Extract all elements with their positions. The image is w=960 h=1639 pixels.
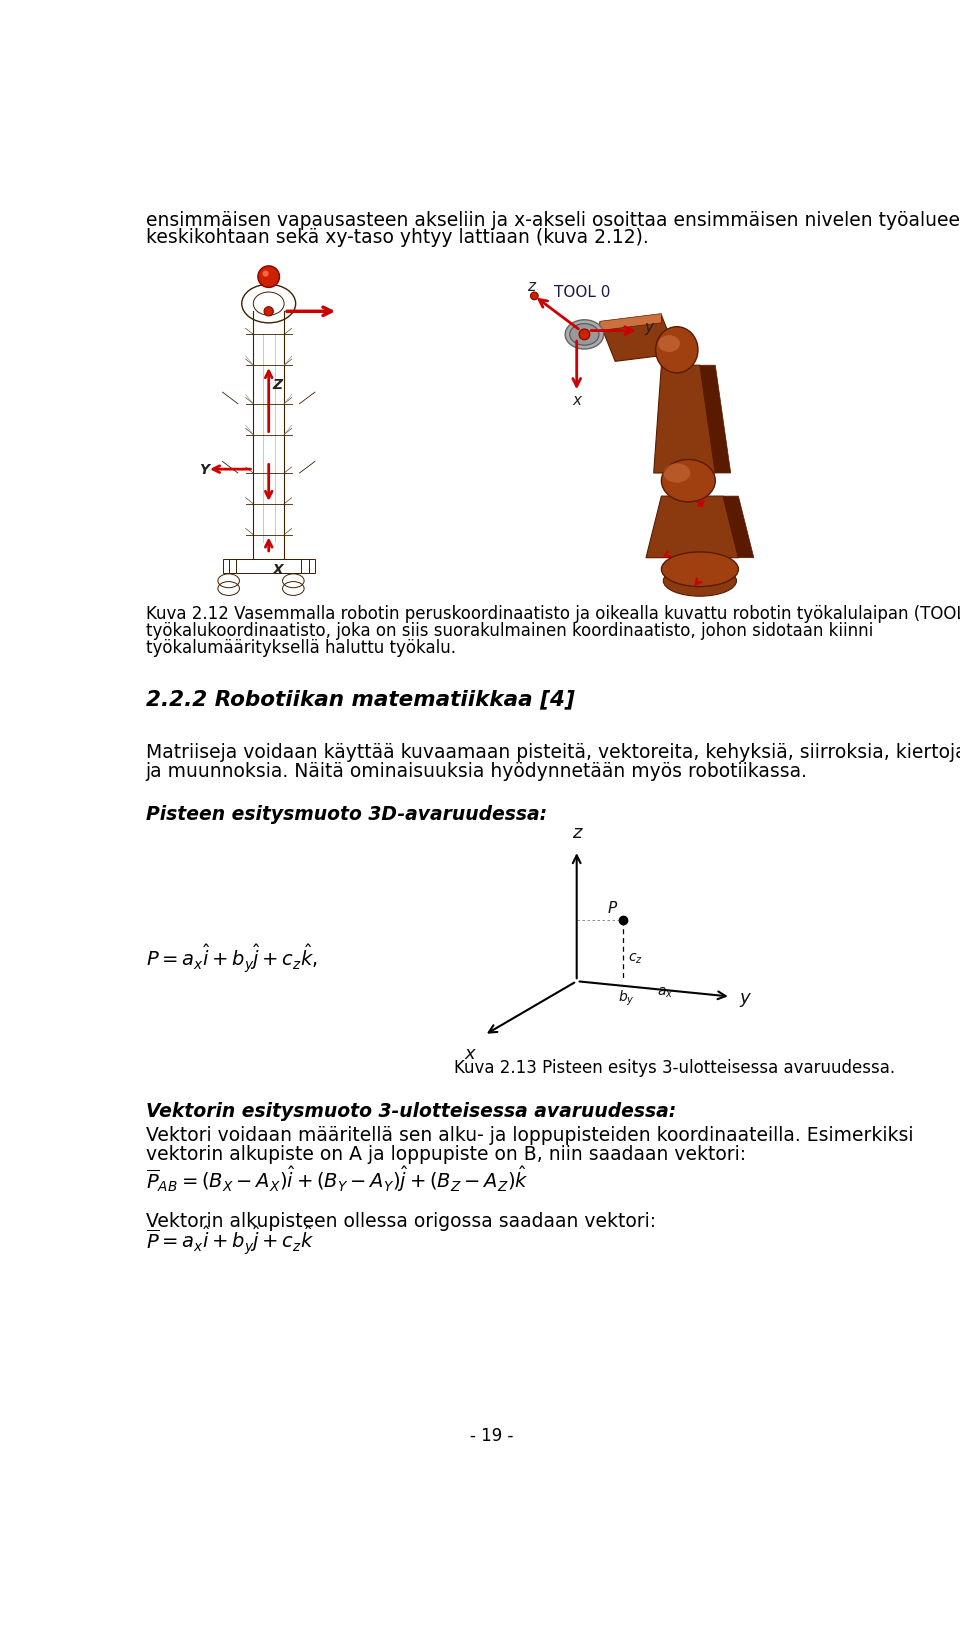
Text: Vektori voidaan määritellä sen alku- ja loppupisteiden koordinaateilla. Esimerki: Vektori voidaan määritellä sen alku- ja … (146, 1126, 913, 1144)
Text: 2.2.2 Robotiikan matematiikkaa [4]: 2.2.2 Robotiikan matematiikkaa [4] (146, 688, 574, 710)
Ellipse shape (565, 321, 604, 349)
Circle shape (262, 272, 269, 277)
Text: x: x (572, 392, 581, 408)
Text: työkalumäärityksellä haluttu työkalu.: työkalumäärityksellä haluttu työkalu. (146, 638, 455, 656)
Polygon shape (646, 497, 738, 559)
Text: $\overline{P} = a_x\hat{i} + b_y\hat{j} + c_z\hat{k}$: $\overline{P} = a_x\hat{i} + b_y\hat{j} … (146, 1224, 314, 1257)
Circle shape (579, 329, 589, 341)
Ellipse shape (656, 328, 698, 374)
Ellipse shape (661, 461, 715, 503)
Text: Y: Y (200, 462, 209, 477)
Text: z: z (572, 823, 582, 841)
Text: $a_x$: $a_x$ (657, 985, 673, 1000)
Text: Z: Z (273, 379, 282, 392)
Text: keskikohtaan sekä xy-taso yhtyy lattiaan (kuva 2.12).: keskikohtaan sekä xy-taso yhtyy lattiaan… (146, 228, 648, 246)
Ellipse shape (570, 325, 599, 346)
Ellipse shape (663, 565, 736, 597)
Text: y: y (644, 320, 654, 334)
Text: Kuva 2.12 Vasemmalla robotin peruskoordinaatisto ja oikealla kuvattu robotin työ: Kuva 2.12 Vasemmalla robotin peruskoordi… (146, 605, 960, 623)
Text: Pisteen esitysmuoto 3D-avaruudessa:: Pisteen esitysmuoto 3D-avaruudessa: (146, 805, 546, 823)
Text: Matriiseja voidaan käyttää kuvaamaan pisteitä, vektoreita, kehyksiä, siirroksia,: Matriiseja voidaan käyttää kuvaamaan pis… (146, 742, 960, 762)
Circle shape (531, 293, 539, 300)
Text: ja muunnoksia. Näitä ominaisuuksia hyödynnetään myös robotiikassa.: ja muunnoksia. Näitä ominaisuuksia hyödy… (146, 762, 807, 780)
Text: P: P (608, 900, 616, 916)
Text: z: z (527, 279, 535, 293)
Text: X: X (273, 562, 283, 577)
Ellipse shape (663, 464, 690, 484)
Text: $c_z$: $c_z$ (628, 951, 642, 965)
Text: $P = a_x\hat{i} + b_y\hat{j} + c_z\hat{k},$: $P = a_x\hat{i} + b_y\hat{j} + c_z\hat{k… (146, 942, 318, 975)
Text: $\overline{P}_{AB} = (B_X - A_X)\hat{i} + (B_Y - A_Y)\hat{j} + (B_Z - A_Z)\hat{k: $\overline{P}_{AB} = (B_X - A_X)\hat{i} … (146, 1164, 528, 1193)
Text: vektorin alkupiste on A ja loppupiste on B, niin saadaan vektori:: vektorin alkupiste on A ja loppupiste on… (146, 1144, 746, 1164)
Bar (228, 561, 309, 574)
Bar (236, 561, 301, 574)
Text: ensimmäisen vapausasteen akseliin ja x-akseli osoittaa ensimmäisen nivelen työal: ensimmäisen vapausasteen akseliin ja x-a… (146, 210, 960, 229)
Text: x: x (465, 1044, 475, 1062)
Text: Kuva 2.13 Pisteen esitys 3-ulotteisessa avaruudessa.: Kuva 2.13 Pisteen esitys 3-ulotteisessa … (453, 1059, 895, 1077)
Text: $b_y$: $b_y$ (618, 988, 636, 1006)
Bar (223, 561, 315, 574)
Circle shape (264, 308, 274, 316)
Polygon shape (600, 316, 677, 362)
Text: Vektorin alkupisteen ollessa origossa saadaan vektori:: Vektorin alkupisteen ollessa origossa sa… (146, 1211, 656, 1229)
Text: Vektorin esitysmuoto 3-ulotteisessa avaruudessa:: Vektorin esitysmuoto 3-ulotteisessa avar… (146, 1101, 676, 1119)
Polygon shape (700, 365, 731, 474)
Text: y: y (740, 988, 751, 1006)
Circle shape (258, 267, 279, 288)
Text: työkalukoordinaatisto, joka on siis suorakulmainen koordinaatisto, johon sidotaa: työkalukoordinaatisto, joka on siis suor… (146, 621, 873, 639)
Polygon shape (654, 365, 715, 474)
Polygon shape (600, 315, 661, 331)
Text: TOOL 0: TOOL 0 (554, 285, 610, 300)
Polygon shape (723, 497, 754, 559)
Ellipse shape (661, 552, 738, 587)
Text: - 19 -: - 19 - (470, 1426, 514, 1444)
Ellipse shape (659, 336, 680, 352)
